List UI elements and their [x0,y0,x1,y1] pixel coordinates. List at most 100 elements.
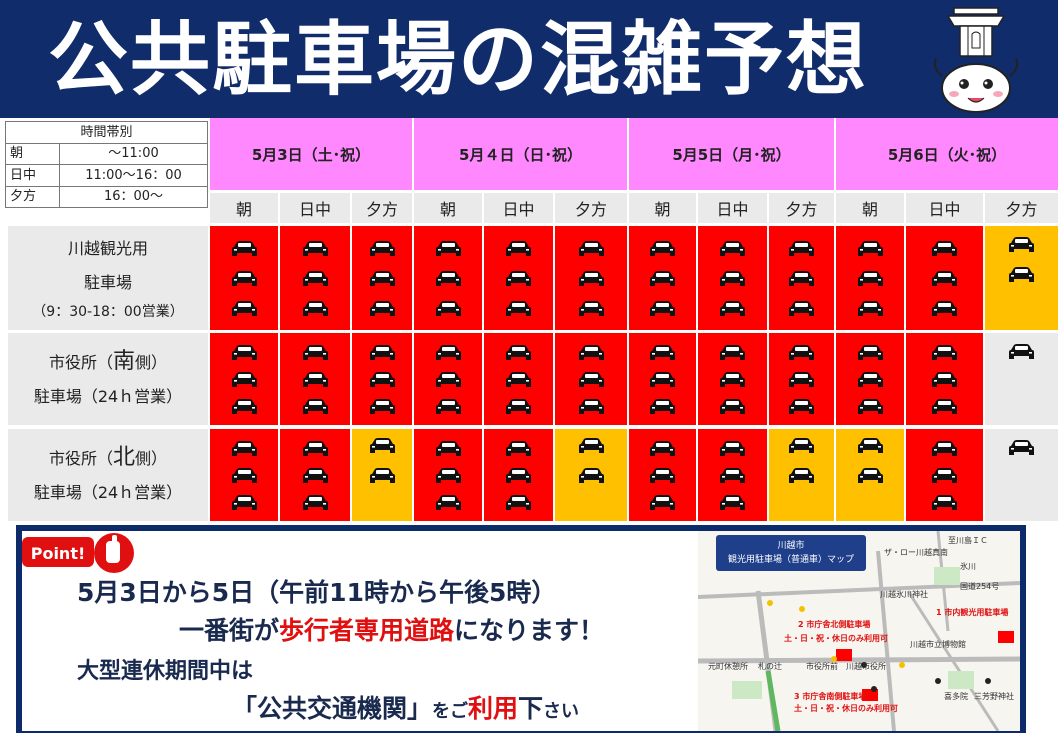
car-icon [932,241,957,256]
car-icon [506,441,531,456]
car-icon [231,441,257,456]
congestion-cell [352,333,412,425]
congestion-cell [210,429,278,521]
congestion-cell [906,333,983,425]
car-icon [932,372,957,387]
lot-name: 市役所（南側） [49,345,167,380]
car-icon [789,301,814,316]
congestion-cell [698,333,767,425]
period-header: 夕方 [352,193,412,223]
car-icon [302,241,328,256]
car-icon [857,241,883,256]
car-icon [1009,237,1034,252]
map-label: 国道254号 [960,582,1000,591]
congestion-cell [985,333,1058,425]
map-roads [698,531,1020,731]
car-icon [857,438,883,453]
lot-name-part: 市役所（ [48,448,113,468]
legend-header: 時間帯別 [5,121,208,144]
map-title: 川越市 観光用駐車場（普通車）マップ [716,535,866,571]
car-icon [369,399,395,414]
map-title-line: 観光用駐車場（普通車）マップ [727,555,854,565]
car-icon [231,468,257,483]
car-icon [789,399,814,414]
car-icon [231,399,257,414]
map-label: 川越市役所 [846,662,886,671]
car-icon [720,301,745,316]
car-icon [1009,344,1034,359]
date-header: 5月6日（火･祝） [836,118,1058,190]
car-icon [650,441,675,456]
car-icon [650,301,675,316]
car-icon [506,271,531,286]
point-label: Point! [31,544,86,563]
car-icon [789,468,814,483]
congestion-cell [769,333,834,425]
map-title-line: 川越市 [777,541,805,551]
congestion-cell [210,226,278,330]
congestion-cell [836,226,904,330]
congestion-cell [280,226,350,330]
map-label: 元町休憩所 [708,662,748,671]
lot-name-part: 側） [135,352,168,372]
lot-name-part: 南 [112,348,135,374]
congestion-cell [555,333,627,425]
map-label: 札の辻 [758,662,782,671]
map-label: 1 市内観光用駐車場 [936,608,1009,617]
map-label: 土・日・祝・休日のみ利用可 [784,634,888,643]
congestion-cell [906,429,983,521]
car-icon [650,468,675,483]
car-icon [720,271,745,286]
car-icon [369,468,395,483]
period-header: 朝 [414,193,482,223]
car-icon [578,345,604,360]
car-icon [302,372,328,387]
car-icon [789,372,814,387]
car-icon [231,271,257,286]
car-icon [932,441,957,456]
point-panel: Point! 5月3日から5日（午前11時から午後5時） 一番街が歩行者専用道路… [16,525,1026,733]
car-icon [720,495,745,510]
lot-label-city-south: 市役所（南側） 駐車場（24ｈ営業） [8,333,208,425]
legend-value: 11:00〜16：00 [59,164,208,187]
lot-hours: （9：30-18：00営業） [32,304,184,320]
lot-name-part: 側） [135,448,168,468]
congestion-cell [985,226,1058,330]
car-icon [932,301,957,316]
car-icon [720,345,745,360]
period-header: 日中 [280,193,350,223]
car-icon [720,399,745,414]
parking-map: 川越市 観光用駐車場（普通車）マップ 至川島ＩＣ ザ・ロー川越真南 氷川 国道2… [698,531,1020,731]
car-icon [932,468,957,483]
car-icon [650,345,675,360]
period-header: 朝 [836,193,904,223]
car-icon [789,271,814,286]
car-icon [720,372,745,387]
point-message-transit: 「公共交通機関」をご利用下さい [232,689,579,725]
car-icon [857,399,883,414]
car-icon [932,399,957,414]
map-label: 川越氷川神社 [880,590,928,599]
map-label: 氷川 [960,562,976,571]
congestion-cell [769,226,834,330]
map-label: 三芳野神社 [974,692,1014,701]
car-icon [506,345,531,360]
msg-part-highlight: 歩行者専用道路 [279,616,455,645]
congestion-cell [698,429,767,521]
congestion-cell [629,429,696,521]
congestion-cell [414,226,482,330]
car-icon [1009,440,1034,455]
period-header: 朝 [629,193,696,223]
car-icon [369,372,395,387]
period-header: 夕方 [555,193,627,223]
car-icon [720,441,745,456]
period-header: 朝 [210,193,278,223]
car-icon [857,301,883,316]
car-icon [369,301,395,316]
lot-name: 駐車場 [83,273,132,292]
car-icon [435,301,461,316]
point-message-holiday: 大型連休期間中は [77,659,254,684]
point-message-date: 5月3日から5日（午前11時から午後5時） [77,578,557,607]
point-message-road: 一番街が歩行者専用道路になります！ [179,611,604,647]
car-icon [578,241,604,256]
